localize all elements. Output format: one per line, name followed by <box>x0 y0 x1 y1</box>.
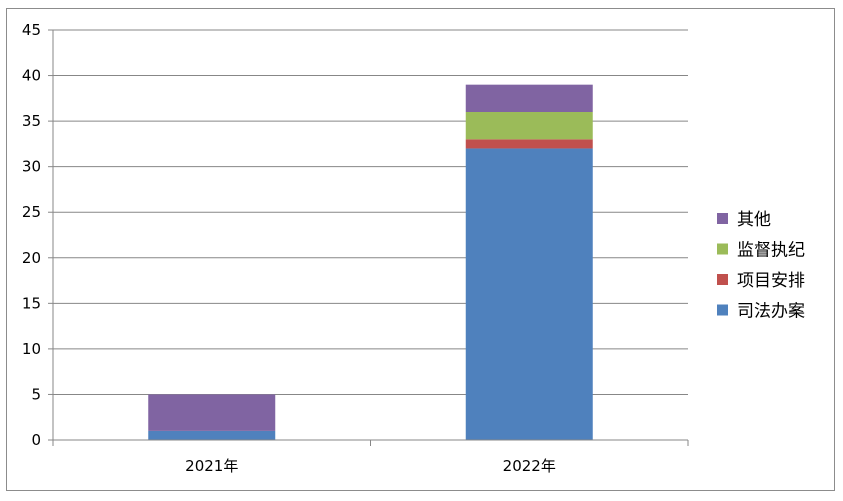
y-tick-label: 15 <box>22 294 41 312</box>
legend-label: 其他 <box>737 210 771 230</box>
y-tick-label: 30 <box>22 158 41 176</box>
y-tick-label: 35 <box>22 112 41 130</box>
bar-segment <box>465 148 593 440</box>
bar-segment <box>465 139 593 149</box>
chart-frame <box>6 8 835 491</box>
bar-segment <box>465 112 593 140</box>
y-tick-label: 45 <box>22 21 41 39</box>
x-tick-label: 2022年 <box>503 457 556 475</box>
bar-segment <box>148 430 276 440</box>
y-tick-label: 5 <box>31 385 41 403</box>
bar-segment <box>148 394 276 431</box>
bars <box>148 84 593 440</box>
y-tick-label: 10 <box>22 340 41 358</box>
legend-swatch <box>717 213 728 224</box>
y-tick-labels: 0 5 10 15 20 25 30 35 40 45 <box>22 21 41 449</box>
y-tick-label: 40 <box>22 67 41 85</box>
legend-swatch <box>717 243 728 255</box>
legend-label: 司法办案 <box>737 302 805 322</box>
legend-swatch <box>717 274 728 285</box>
axes <box>48 29 689 446</box>
bar-segment <box>465 84 593 112</box>
x-tick-labels: 2021年 2022年 <box>185 457 556 475</box>
legend-swatch <box>717 304 728 316</box>
legend-label: 监督执纪 <box>737 241 805 261</box>
x-tick-label: 2021年 <box>185 457 238 475</box>
y-tick-label: 25 <box>22 203 41 221</box>
y-tick-label: 20 <box>22 249 41 267</box>
y-tick-label: 0 <box>31 431 41 449</box>
legend-label: 项目安排 <box>737 271 805 291</box>
